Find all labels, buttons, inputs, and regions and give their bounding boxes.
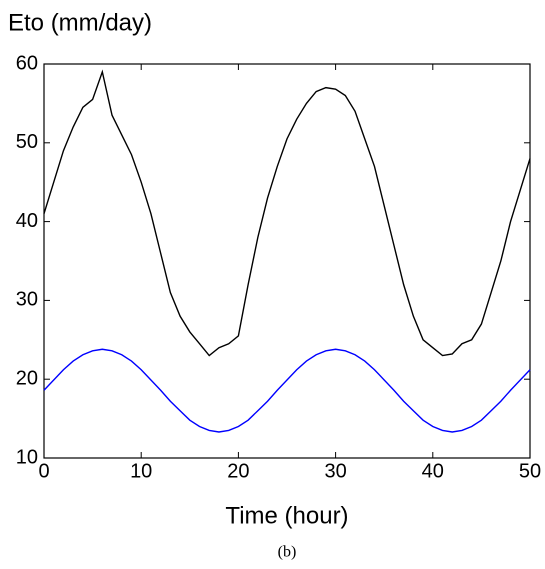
y-axis-label: Eto (mm/day) [8, 9, 152, 36]
y-tick-label: 30 [16, 289, 38, 311]
y-tick-label: 10 [16, 446, 38, 468]
series-line [43, 69, 531, 357]
y-tick-label: 40 [16, 210, 38, 232]
x-tick-label: 10 [130, 460, 152, 482]
y-tick-label: 60 [16, 52, 38, 74]
x-tick-label: 20 [227, 460, 249, 482]
x-tick-label: 50 [519, 460, 541, 482]
series-line [43, 348, 531, 433]
x-tick-label: 0 [38, 460, 49, 482]
x-tick-label: 30 [324, 460, 346, 482]
plot-frame [43, 63, 531, 459]
x-tick-label: 40 [422, 460, 444, 482]
y-tick-label: 50 [16, 131, 38, 153]
x-axis-label: Time (hour) [225, 502, 348, 529]
caption: (b) [278, 544, 297, 561]
y-tick-label: 20 [16, 367, 38, 389]
